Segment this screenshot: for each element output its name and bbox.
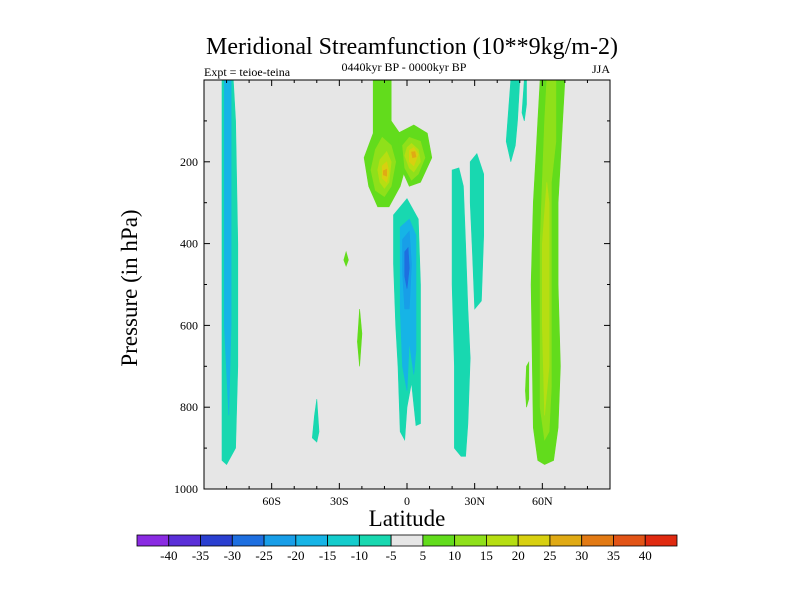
chart-subtitle: 0440kyr BP - 0000kyr BP [342,60,467,74]
axis-ticks: 60S 30S 0 30N 60N 200 400 600 800 1000 [174,80,610,508]
contour-region-20 [451,167,471,457]
contour-region-21 [469,152,485,310]
contour-region-2 [224,79,232,416]
colorbar: -40 -35 -30 -25 -20 -15 -10 -5 5 10 15 20 25 30 35 40 [136,534,678,563]
colorbar-swatch [549,534,583,547]
y-tick-label: 200 [180,155,198,169]
colorbar-swatch [231,534,265,547]
colorbar-swatch [327,534,360,547]
season-label: JJA [592,62,610,76]
x-axis-label: Latitude [369,506,446,531]
colorbar-swatch [136,534,170,547]
colorbar-label: -30 [224,548,241,563]
colorbar-label: 25 [543,548,556,563]
contour-region-19 [411,151,417,159]
colorbar-label: 20 [512,548,525,563]
colorbar-label: -20 [287,548,304,563]
contour-region-4 [343,250,349,267]
colorbar-swatch [358,534,392,547]
contour-layer [221,79,566,465]
colorbar-swatch [295,534,328,547]
y-tick-label: 800 [180,400,198,414]
colorbar-label: -40 [160,548,177,563]
colorbar-swatch [390,534,424,547]
colorbar-swatch [168,534,201,547]
x-tick-label: 60N [532,494,553,508]
y-tick-label: 1000 [174,482,198,496]
colorbar-label: 15 [480,548,493,563]
colorbar-label: -25 [255,548,272,563]
colorbar-swatch [517,534,551,547]
colorbar-swatch [263,534,297,547]
colorbar-swatch [422,534,456,547]
chart-title: Meridional Streamfunction (10**9kg/m-2) [206,34,618,60]
colorbar-label: 10 [448,548,461,563]
colorbar-swatch [454,534,487,547]
contour-region-3 [311,398,320,443]
x-tick-label: 30N [464,494,485,508]
colorbar-label: 5 [420,548,427,563]
colorbar-label: -10 [351,548,368,563]
contour-region-5 [357,308,363,367]
y-axis-label: Pressure (in hPa) [117,209,142,366]
contour-region-15 [382,168,388,177]
x-tick-label: 60S [262,494,281,508]
colorbar-label: 40 [639,548,652,563]
experiment-label: Expt = teioe-teina [204,65,291,79]
colorbar-swatch [581,534,614,547]
colorbar-swatch [644,534,678,547]
colorbar-swatch [200,534,233,547]
colorbar-label: -5 [386,548,397,563]
colorbar-label: -35 [192,548,209,563]
contour-region-25 [525,361,530,408]
colorbar-label: -15 [319,548,336,563]
y-tick-label: 600 [180,318,198,332]
y-tick-label: 400 [180,237,198,251]
colorbar-label: 35 [607,548,620,563]
x-tick-label: 30S [330,494,349,508]
colorbar-swatch [613,534,646,547]
contour-region-9 [404,246,410,289]
colorbar-swatch [486,534,519,547]
x-tick-label: 0 [404,494,410,508]
colorbar-label: 30 [575,548,588,563]
contour-region-27 [541,182,550,416]
